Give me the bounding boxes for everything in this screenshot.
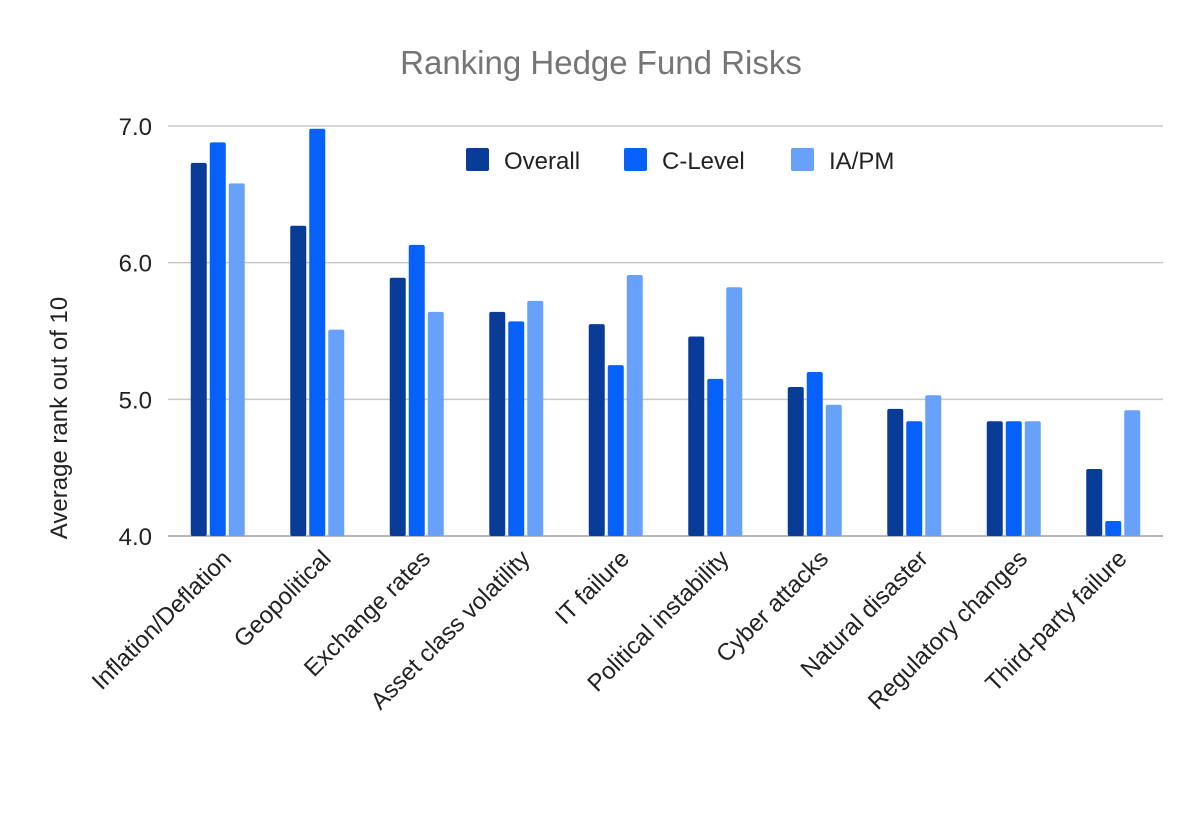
- y-tick-label: 5.0: [119, 387, 152, 414]
- legend-swatch: [466, 148, 489, 171]
- bar-overall: [986, 421, 1003, 536]
- legend: Overall C-Level IA/PM: [466, 148, 894, 175]
- bar-overall: [1086, 469, 1103, 536]
- bars: [190, 128, 1141, 536]
- bar-overall: [290, 225, 307, 536]
- x-axis-categories: Inflation/DeflationGeopoliticalExchange …: [87, 545, 1133, 715]
- bar-ia-pm: [726, 287, 743, 536]
- legend-label: C-Level: [662, 148, 745, 175]
- y-tick-label: 7.0: [119, 114, 152, 141]
- legend-label: Overall: [504, 148, 580, 175]
- bar-ia-pm: [626, 274, 643, 536]
- legend-swatch: [624, 148, 647, 171]
- legend-label: IA/PM: [829, 148, 894, 175]
- bar-c-level: [806, 372, 823, 536]
- bar-c-level: [607, 365, 624, 536]
- x-category-label: IT failure: [550, 545, 635, 630]
- y-axis-title: Average rank out of 10: [46, 297, 73, 539]
- bar-ia-pm: [427, 311, 444, 536]
- y-tick-label: 4.0: [119, 524, 152, 551]
- bar-overall: [190, 162, 207, 536]
- bar-c-level: [1005, 421, 1022, 536]
- bar-overall: [688, 336, 705, 536]
- x-category-label: Geopolitical: [229, 545, 337, 653]
- bar-c-level: [1105, 520, 1122, 536]
- bar-overall: [887, 408, 904, 536]
- bar-overall: [489, 311, 506, 536]
- bar-c-level: [707, 378, 724, 536]
- bar-ia-pm: [925, 395, 942, 536]
- x-category-label: Inflation/Deflation: [87, 545, 237, 695]
- bar-overall: [588, 324, 605, 536]
- bar-c-level: [209, 142, 226, 536]
- bar-ia-pm: [1024, 421, 1041, 536]
- bar-ia-pm: [825, 404, 842, 536]
- bar-c-level: [408, 244, 425, 536]
- bar-c-level: [906, 421, 923, 536]
- y-tick-label: 6.0: [119, 251, 152, 278]
- bar-overall: [389, 277, 406, 536]
- legend-swatch: [791, 148, 814, 171]
- bar-overall: [787, 387, 804, 536]
- bar-ia-pm: [1124, 410, 1141, 536]
- bar-ia-pm: [328, 329, 345, 536]
- chart-title: Ranking Hedge Fund Risks: [400, 44, 802, 81]
- bar-ia-pm: [228, 183, 245, 536]
- y-axis-ticks: 4.0 5.0 6.0 7.0: [119, 114, 152, 551]
- bar-ia-pm: [527, 300, 544, 536]
- bar-c-level: [508, 321, 525, 536]
- bar-c-level: [309, 128, 326, 536]
